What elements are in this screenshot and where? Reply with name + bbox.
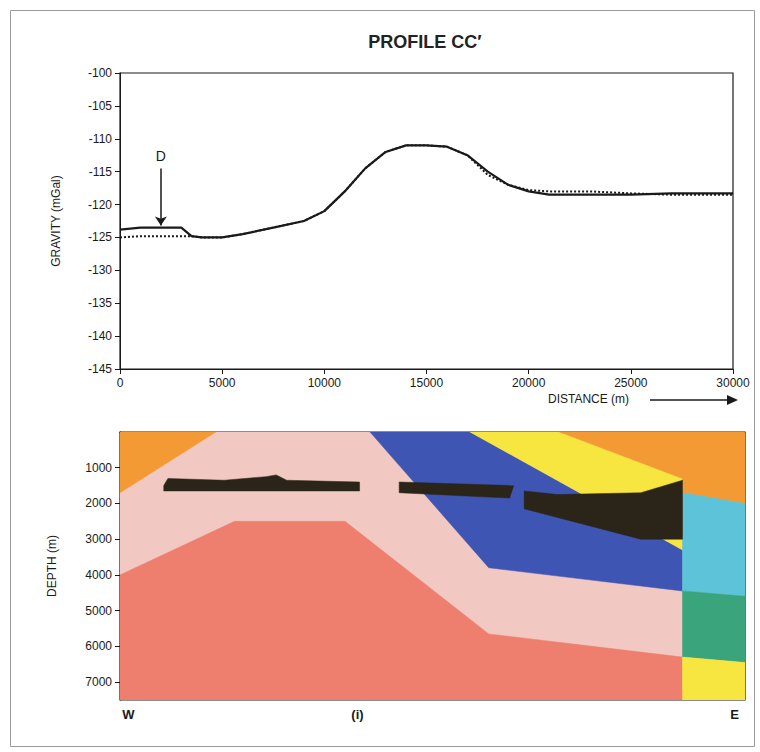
svg-text:-145: -145 — [88, 362, 112, 376]
svg-text:5000: 5000 — [85, 604, 112, 618]
svg-text:-120: -120 — [88, 198, 112, 212]
svg-text:10000: 10000 — [308, 376, 342, 390]
svg-text:-115: -115 — [89, 165, 112, 179]
svg-text:3000: 3000 — [85, 532, 112, 546]
svg-text:W: W — [122, 707, 135, 722]
svg-text:30000: 30000 — [716, 376, 750, 390]
svg-text:20000: 20000 — [512, 376, 546, 390]
svg-text:-140: -140 — [88, 329, 112, 343]
svg-text:DEPTH (m): DEPTH (m) — [45, 535, 59, 597]
svg-text:DISTANCE (m): DISTANCE (m) — [548, 392, 629, 406]
svg-text:PROFILE CC′: PROFILE CC′ — [368, 32, 481, 52]
svg-text:25000: 25000 — [614, 376, 648, 390]
svg-text:7000: 7000 — [85, 675, 112, 689]
svg-text:6000: 6000 — [85, 639, 112, 653]
svg-text:-105: -105 — [88, 99, 112, 113]
svg-text:-135: -135 — [88, 296, 112, 310]
svg-text:GRAVITY (mGal): GRAVITY (mGal) — [49, 175, 63, 267]
svg-text:5000: 5000 — [209, 376, 236, 390]
svg-text:-110: -110 — [89, 132, 112, 146]
svg-text:4000: 4000 — [85, 568, 112, 582]
svg-text:2000: 2000 — [85, 496, 112, 510]
svg-text:0: 0 — [117, 376, 124, 390]
svg-text:D: D — [156, 148, 166, 164]
svg-text:-100: -100 — [88, 66, 112, 80]
svg-text:1000: 1000 — [85, 461, 112, 475]
svg-text:(i): (i) — [351, 707, 363, 722]
svg-text:E: E — [730, 707, 739, 722]
svg-text:15000: 15000 — [410, 376, 444, 390]
svg-text:-125: -125 — [88, 230, 112, 244]
svg-text:-130: -130 — [88, 263, 112, 277]
